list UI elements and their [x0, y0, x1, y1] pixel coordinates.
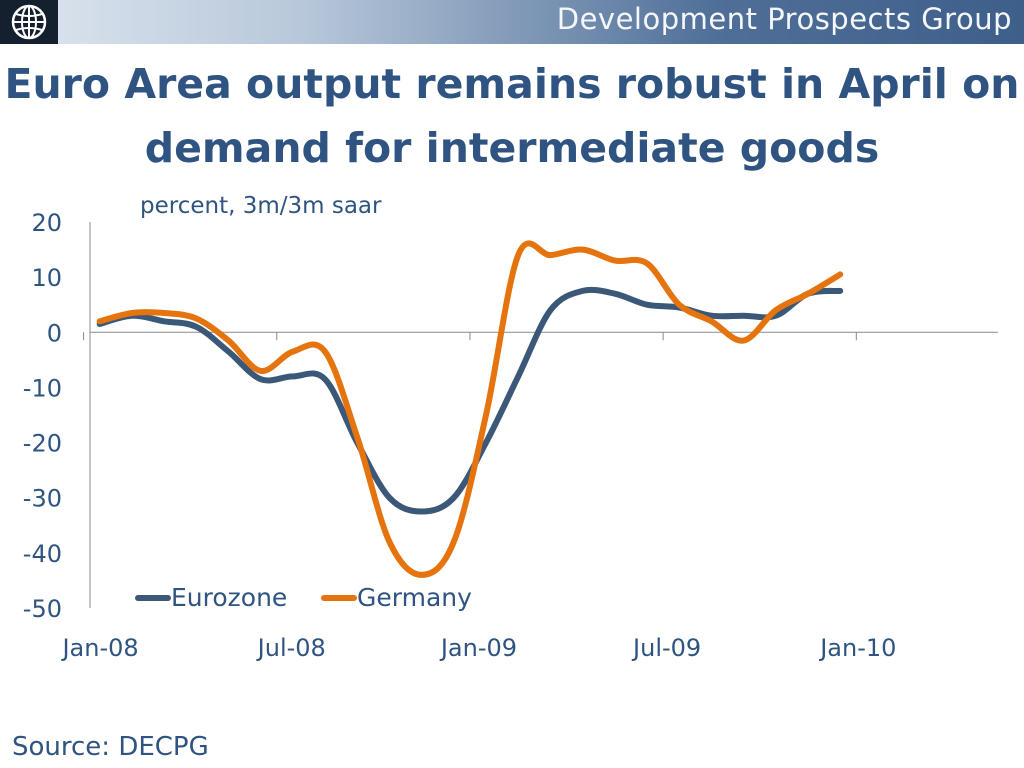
y-tick-label: 10 [31, 264, 62, 292]
source-note: Source: DECPG [12, 732, 209, 762]
y-tick-label: -30 [23, 485, 62, 513]
globe-icon [11, 4, 47, 40]
header-banner: Development Prospects Group [0, 0, 1024, 44]
org-name: Development Prospects Group [556, 2, 1012, 36]
chart-subtitle: percent, 3m/3m saar [140, 193, 382, 219]
x-tick-label: Jan-09 [439, 634, 517, 662]
x-tick-label: Jan-08 [60, 634, 138, 662]
x-tick-label: Jul-08 [256, 634, 326, 662]
series-line-germany [96, 240, 844, 578]
y-tick-label: -20 [23, 430, 62, 458]
legend: Eurozone Germany [135, 583, 472, 612]
y-tick-label: 20 [31, 209, 62, 237]
y-tick-label: -40 [23, 540, 62, 568]
x-tick-label: Jan-10 [818, 634, 896, 662]
legend-label-germany: Germany [357, 583, 472, 612]
line-chart: percent, 3m/3m saar 20 10 0 -10 -20 -30 -40 -50… [23, 193, 998, 662]
logo [0, 0, 58, 44]
y-tick-label: -10 [23, 374, 62, 402]
y-tick-label: 0 [47, 319, 62, 347]
series-lines [96, 240, 844, 578]
page-title: Euro Area output remains robust in April… [4, 60, 1020, 172]
y-tick-label: -50 [23, 595, 62, 623]
x-axis: Jan-08 Jul-08 Jan-09 Jul-09 Jan-10 [60, 331, 998, 662]
x-tick-label: Jul-09 [631, 634, 701, 662]
legend-label-eurozone: Eurozone [171, 583, 287, 612]
y-axis: 20 10 0 -10 -20 -30 -40 -50 [23, 209, 91, 623]
